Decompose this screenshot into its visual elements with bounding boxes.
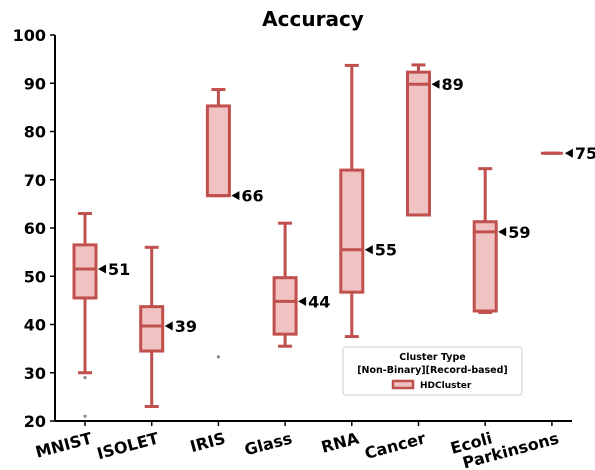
median-marker-parkinsons — [564, 148, 573, 158]
y-tick-label-100: 100 — [13, 26, 46, 45]
legend-title-line1: Cluster Type — [399, 352, 465, 363]
box-mnist — [72, 243, 98, 300]
x-tick-label-glass: Glass — [242, 429, 294, 460]
y-tick-label-50: 50 — [24, 267, 46, 286]
chart-title: Accuracy — [262, 7, 364, 31]
box-ecoli — [472, 220, 498, 313]
median-marker-mnist — [98, 264, 106, 274]
y-tick-label-40: 40 — [24, 316, 46, 335]
median-marker-rna — [364, 245, 373, 255]
median-label-mnist: 51 — [108, 260, 130, 279]
x-tick-label-mnist: MNIST — [33, 428, 94, 461]
legend: Cluster Type [Non-Binary][Record-based] … — [342, 346, 523, 396]
outlier-mnist-0 — [83, 375, 87, 380]
box-isolet — [139, 305, 165, 353]
plot-area: 20 30 40 50 60 70 80 90 100 MNIST ISOLET IRIS Glass R… — [13, 26, 595, 470]
legend-label-hdcluster: HDCluster — [420, 381, 472, 391]
median-label-glass: 44 — [308, 292, 330, 311]
legend-title-line2: [Non-Binary][Record-based] — [357, 365, 508, 376]
median-marker-iris — [231, 191, 240, 201]
box-cancer — [406, 70, 431, 217]
median-label-rna: 55 — [375, 241, 397, 260]
legend-frame — [342, 346, 523, 396]
x-tick-label-cancer: Cancer — [363, 428, 428, 462]
median-label-ecoli: 59 — [508, 223, 530, 242]
median-marker-cancer — [431, 79, 440, 89]
y-tick-label-60: 60 — [24, 219, 46, 238]
median-label-isolet: 39 — [175, 317, 197, 336]
box-rna — [339, 168, 365, 294]
x-tick-label-isolet: ISOLET — [95, 428, 161, 463]
median-label-parkinsons: 75 — [575, 144, 595, 163]
median-marker-glass — [298, 296, 307, 306]
legend-swatch-hdcluster — [391, 379, 415, 390]
outlier-mnist-1 — [83, 414, 87, 418]
y-tick-label-70: 70 — [24, 171, 46, 190]
median-marker-isolet — [164, 321, 173, 331]
y-tick-label-20: 20 — [24, 412, 46, 431]
x-tick-label-iris: IRIS — [188, 429, 227, 457]
box-glass — [272, 276, 298, 336]
median-label-cancer: 89 — [442, 75, 464, 94]
box-iris — [205, 104, 231, 198]
median-label-iris: 66 — [241, 187, 263, 206]
y-tick-label-30: 30 — [24, 364, 46, 383]
outlier-iris-0 — [216, 355, 220, 359]
y-tick-label-80: 80 — [24, 123, 46, 142]
y-tick-label-90: 90 — [24, 74, 46, 93]
median-marker-ecoli — [498, 227, 507, 237]
x-tick-label-rna: RNA — [319, 428, 361, 456]
